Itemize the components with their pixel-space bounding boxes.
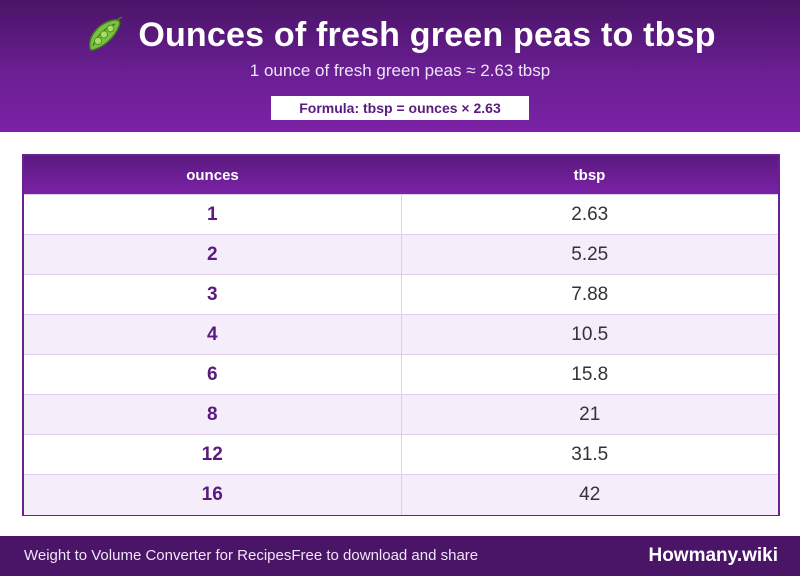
cell-ounces: 12	[24, 434, 402, 475]
conversion-table: ounces tbsp 1 2.63 2 5.25 3 7.88 4 10.5	[24, 156, 778, 515]
footer-app-name: Weight to Volume Converter for Recipes	[24, 547, 292, 564]
title-row: Ounces of fresh green peas to tbsp	[0, 12, 800, 58]
cell-ounces: 16	[24, 474, 402, 515]
cell-tbsp: 7.88	[401, 274, 778, 315]
cell-ounces: 6	[24, 354, 402, 395]
cell-tbsp: 2.63	[401, 194, 778, 235]
page-title: Ounces of fresh green peas to tbsp	[138, 16, 716, 54]
cell-tbsp: 5.25	[401, 234, 778, 275]
footer-share-note: Free to download and share	[291, 547, 479, 564]
table-row: 16 42	[24, 474, 778, 515]
footer-bar: Weight to Volume Converter for RecipesFr…	[0, 536, 800, 576]
table-header-row: ounces tbsp	[24, 156, 778, 195]
table-row: 4 10.5	[24, 314, 778, 355]
formula-badge: Formula: tbsp = ounces × 2.63	[271, 96, 529, 120]
cell-tbsp: 15.8	[401, 354, 778, 395]
cell-tbsp: 42	[401, 474, 778, 515]
cell-ounces: 4	[24, 314, 402, 355]
table-row: 2 5.25	[24, 234, 778, 275]
cell-ounces: 8	[24, 394, 402, 435]
conversion-table-container: ounces tbsp 1 2.63 2 5.25 3 7.88 4 10.5	[22, 154, 780, 516]
pea-pod-icon	[84, 15, 124, 55]
table-row: 12 31.5	[24, 434, 778, 475]
table-row: 3 7.88	[24, 274, 778, 315]
footer-caption: Weight to Volume Converter for RecipesFr…	[24, 536, 478, 576]
cell-tbsp: 31.5	[401, 434, 778, 475]
table-row: 6 15.8	[24, 354, 778, 395]
column-header-tbsp: tbsp	[401, 156, 778, 195]
cell-ounces: 1	[24, 194, 402, 235]
cell-ounces: 3	[24, 274, 402, 315]
table-row: 1 2.63	[24, 194, 778, 235]
header-banner: Ounces of fresh green peas to tbsp 1 oun…	[0, 0, 800, 132]
conversion-subtitle: 1 ounce of fresh green peas ≈ 2.63 tbsp	[249, 61, 551, 80]
cell-tbsp: 10.5	[401, 314, 778, 355]
table-row: 8 21	[24, 394, 778, 435]
cell-ounces: 2	[24, 234, 402, 275]
brand-logo-text: Howmany.wiki	[648, 545, 778, 566]
column-header-ounces: ounces	[24, 156, 401, 195]
cell-tbsp: 21	[401, 394, 778, 435]
